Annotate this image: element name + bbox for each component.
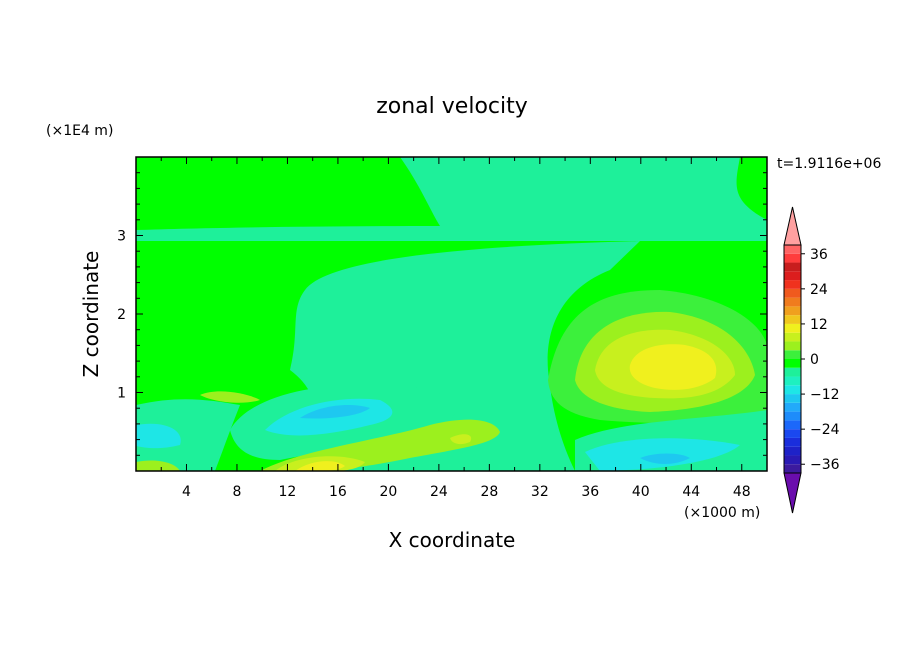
colorbar-bin — [784, 271, 801, 281]
contour-left-weak-negative — [136, 399, 240, 471]
contour-surface-positive-core — [295, 461, 345, 471]
contour-thin-band-3 — [136, 234, 767, 241]
colorbar-bottom-arrow — [783, 472, 802, 514]
y-unit-label: (×1E4 m) — [46, 123, 113, 139]
x-tick-label: 8 — [232, 484, 241, 500]
colorbar-bin — [784, 411, 801, 421]
colorbar-tick-label: 24 — [810, 282, 828, 298]
colorbar-bin — [784, 262, 801, 272]
contour-small-positive-lobe — [200, 391, 260, 403]
contour-left-surface-positive — [136, 460, 180, 471]
y-tick-label: 3 — [117, 229, 126, 245]
contour-upper-weak-negative — [136, 157, 767, 235]
y-tick-label: 1 — [117, 386, 126, 402]
x-tick-label: 4 — [182, 484, 191, 500]
x-tick-label: 40 — [632, 484, 650, 500]
x-tick-label: 36 — [581, 484, 599, 500]
contour-positive-tongue-core — [450, 434, 472, 445]
contour-field — [136, 157, 767, 471]
colorbar-bin — [784, 437, 801, 447]
colorbar-bin — [784, 376, 801, 386]
colorbar-tick-label: 0 — [810, 352, 819, 368]
colorbar-bin — [784, 280, 801, 289]
colorbar-bin — [784, 253, 801, 263]
contour-right-negative-core — [640, 453, 690, 464]
y-tick-label: 2 — [117, 307, 126, 323]
x-tick-label: 28 — [480, 484, 498, 500]
colorbar-bin — [784, 315, 801, 324]
colorbar-tick-label: −24 — [810, 422, 840, 438]
colorbar-bin — [784, 359, 801, 368]
colorbar-bin — [784, 455, 801, 465]
x-tick-label: 24 — [430, 484, 448, 500]
colorbar-bin — [784, 420, 801, 430]
colorbar-bin — [784, 323, 801, 333]
colorbar-bin — [784, 332, 801, 342]
contour-central-negative-core — [300, 405, 370, 419]
colorbar-tick-label: −36 — [810, 457, 840, 473]
contour-jet-core — [629, 344, 717, 390]
colorbar-bin — [784, 429, 801, 438]
colorbar-bin — [784, 464, 801, 473]
colorbar-bin — [784, 341, 801, 351]
colorbar-bin — [784, 446, 801, 456]
colorbar-tick-label: 12 — [810, 317, 828, 333]
colorbar-bin — [784, 385, 801, 395]
colorbar-bin — [784, 297, 801, 307]
x-tick-label: 12 — [279, 484, 297, 500]
colorbar-tick-label: −12 — [810, 387, 840, 403]
colorbar-bin — [784, 367, 801, 377]
x-tick-label: 48 — [733, 484, 751, 500]
colorbar-bin — [784, 306, 801, 316]
x-tick-label: 20 — [379, 484, 397, 500]
x-axis-label: X coordinate — [389, 528, 516, 552]
y-axis-label: Z coordinate — [79, 251, 103, 378]
colorbar-bin — [784, 394, 801, 403]
x-ticks: 4 8 12 16 20 24 28 32 36 40 44 48 — [160, 157, 768, 500]
chart-title: zonal velocity — [376, 94, 528, 119]
colorbar-tick-label: 36 — [810, 247, 828, 263]
colorbar-bin — [784, 245, 801, 254]
colorbar-bin — [784, 288, 801, 298]
x-tick-label: 44 — [682, 484, 700, 500]
time-label: t=1.9116e+06 — [777, 156, 881, 172]
colorbar-bin — [784, 402, 801, 412]
contour-left-negative — [136, 423, 181, 449]
colorbar-bin — [784, 350, 801, 359]
x-tick-label: 16 — [329, 484, 347, 500]
x-unit-label: (×1000 m) — [684, 505, 760, 521]
y-ticks: 1 2 3 — [117, 172, 767, 456]
colorbar-top-arrow — [783, 206, 802, 246]
colorbar: 36 24 12 0 −12 −24 −36 — [783, 206, 840, 514]
x-tick-label: 32 — [531, 484, 549, 500]
